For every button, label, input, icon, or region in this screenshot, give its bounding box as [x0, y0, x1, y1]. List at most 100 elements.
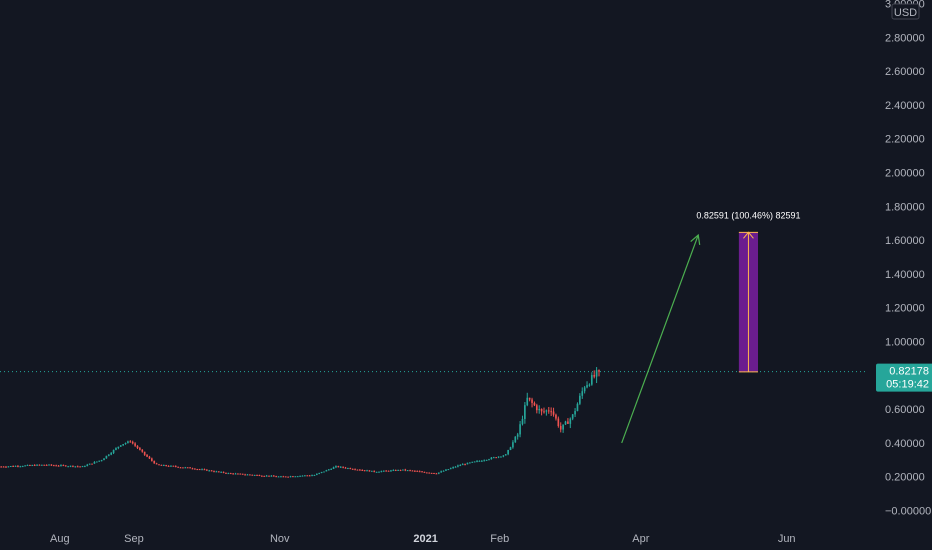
candle [588, 383, 591, 387]
candle-body [490, 457, 493, 460]
candle-body [153, 460, 156, 464]
candle-body [526, 397, 529, 406]
candle-body [512, 442, 514, 448]
candle [0, 466, 3, 468]
projection-arrow[interactable] [621, 233, 701, 444]
candle-body [186, 467, 189, 469]
candle [440, 470, 443, 473]
candle [425, 472, 428, 474]
candle-body [375, 471, 378, 473]
candle-body [454, 466, 457, 468]
candle [12, 465, 14, 468]
time-axis[interactable]: Aug Sep Nov 2021 Feb Apr Jun [50, 533, 796, 545]
candle [227, 472, 230, 475]
candle [466, 462, 469, 465]
candle-body [452, 467, 454, 469]
candle-body [275, 476, 278, 478]
candle-body [2, 466, 5, 468]
candle-body [363, 470, 366, 472]
candle-body [485, 459, 488, 461]
candle [375, 471, 378, 473]
candle [476, 460, 478, 463]
candle-body [418, 471, 421, 473]
candle-body [581, 391, 584, 396]
candle-body [174, 466, 177, 468]
candle-body [387, 470, 390, 472]
candle-body [260, 475, 263, 477]
candle-body [359, 469, 361, 471]
candle [311, 474, 313, 477]
candle-body [531, 399, 533, 403]
time-tick-label: Jun [778, 533, 796, 545]
candle-body [12, 466, 14, 468]
candle-body [440, 471, 443, 473]
candle [449, 467, 452, 470]
candle-body [251, 474, 254, 476]
candle-body [127, 441, 129, 444]
candle-body [368, 470, 371, 472]
candle-body [14, 465, 17, 467]
candle-body [459, 464, 462, 466]
candle-body [117, 446, 120, 449]
candle-body [500, 456, 502, 458]
candle-body [466, 462, 469, 465]
candle [284, 476, 287, 478]
candle [430, 472, 433, 474]
candle [557, 416, 560, 428]
candle-body [394, 470, 397, 472]
candle-body [64, 465, 67, 467]
candle [325, 469, 328, 472]
candle-body [445, 469, 447, 471]
candle [447, 469, 450, 471]
candle-body [31, 465, 34, 467]
candle-body [382, 470, 385, 472]
candle-body [206, 469, 208, 471]
candle-body [84, 466, 86, 468]
candle-body [38, 464, 41, 466]
candle-body [241, 473, 244, 475]
candle [45, 464, 48, 466]
candle [294, 476, 297, 478]
candle-body [139, 448, 141, 450]
candle-body [119, 445, 122, 447]
candle [76, 465, 79, 468]
candle [373, 470, 376, 473]
candle-body [366, 470, 368, 472]
candle [241, 473, 244, 475]
candle-body [569, 418, 572, 424]
price-range-tool[interactable]: 0.82591 (100.46%) 82591 [696, 210, 800, 373]
candle [52, 464, 55, 467]
candle [24, 465, 26, 467]
range-arrow-head [743, 231, 754, 239]
candle-body [33, 465, 36, 467]
candle-body [249, 474, 251, 476]
candle [361, 469, 364, 471]
candle [146, 454, 148, 458]
candle [414, 470, 416, 472]
candle [60, 464, 62, 467]
candle [552, 407, 555, 417]
candle [98, 460, 101, 462]
candle [437, 472, 440, 475]
candle-body [392, 470, 395, 472]
candle [296, 475, 299, 478]
candle [26, 464, 29, 466]
candle [442, 470, 445, 472]
candle [454, 466, 457, 468]
candle [31, 464, 34, 467]
candle [260, 475, 263, 477]
candle [485, 459, 488, 461]
candle-body [402, 469, 404, 471]
candle-body [586, 385, 588, 388]
candle-body [447, 469, 450, 471]
candle-body [55, 465, 58, 467]
candle [234, 472, 237, 475]
candle [74, 466, 77, 468]
candle [507, 449, 509, 456]
candle [516, 432, 519, 440]
candle [524, 402, 526, 424]
candle-body [325, 470, 328, 472]
candle [88, 463, 91, 465]
candle-body [509, 447, 512, 450]
